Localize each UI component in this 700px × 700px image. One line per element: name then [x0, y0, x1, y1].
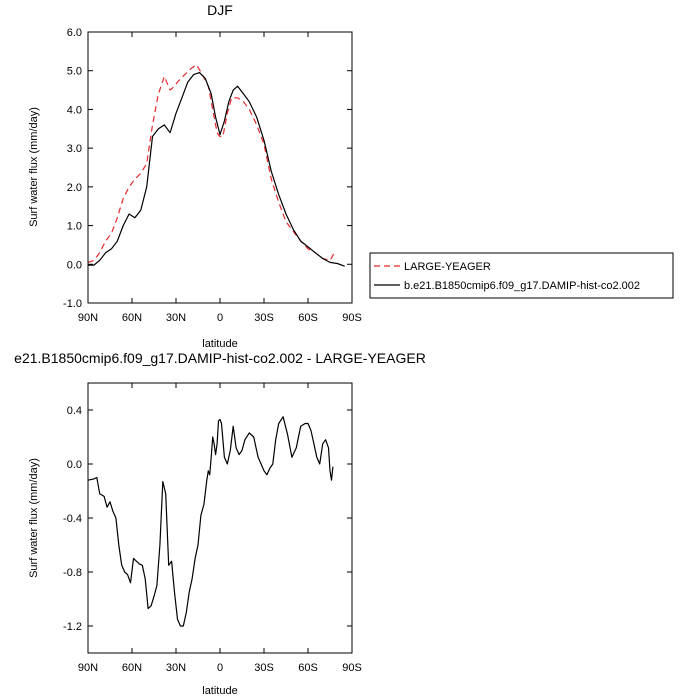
series-line-b-e21-b1850cmip6-f09-g17-damip-hist-co2-002 — [88, 71, 345, 267]
bottom-series-layer — [87, 416, 334, 627]
top-y-axis-title: Surf water flux (mm/day) — [28, 107, 40, 227]
y-tick-label: -0.4 — [63, 513, 82, 525]
top-y-ticks: -1.0 0.0 1.0 2.0 3.0 4.0 5.0 6.0 — [63, 27, 352, 310]
legend-label-large-yeager: LARGE-YEAGER — [404, 261, 491, 273]
y-tick-label: 0.0 — [67, 259, 82, 271]
top-plot-frame — [87, 31, 353, 304]
y-tick-label: 1.0 — [67, 221, 82, 233]
top-x-ticks: 90N 60N 30N 0 30S 60S 90S — [78, 32, 362, 324]
top-chart-title: DJF — [207, 2, 233, 18]
x-tick-label: 30N — [166, 662, 186, 674]
bottom-chart-title: e21.B1850cmip6.f09_g17.DAMIP-hist-co2.00… — [14, 350, 426, 366]
x-tick-label: 60S — [298, 312, 318, 324]
legend: LARGE-YEAGER b.e21.B1850cmip6.f09_g17.DA… — [369, 252, 674, 299]
y-tick-label: 4.0 — [67, 104, 82, 116]
bottom-y-ticks: -1.2 -0.8 -0.4 0.0 0.4 — [63, 405, 352, 633]
x-tick-label: 60N — [122, 312, 142, 324]
x-tick-label: 0 — [217, 312, 223, 324]
bottom-y-axis-title: Surf water flux (mm/day) — [28, 458, 40, 578]
x-tick-label: 30N — [166, 312, 186, 324]
bottom-plot-frame — [87, 382, 353, 654]
x-tick-label: 90N — [78, 662, 98, 674]
top-panel: DJF -1.0 0.0 1.0 2.0 3.0 4.0 5.0 6.0 90N 60N 30N 0… — [28, 2, 362, 350]
bottom-x-ticks: 90N 60N 30N 0 30S 60S 90S — [78, 383, 362, 674]
legend-frame — [369, 252, 674, 299]
x-tick-label: 90S — [342, 312, 362, 324]
x-tick-label: 90N — [78, 312, 98, 324]
top-x-axis-title: latitude — [202, 338, 237, 350]
series-line-difference — [87, 416, 334, 627]
y-tick-label: 6.0 — [67, 27, 82, 39]
y-tick-label: 2.0 — [67, 182, 82, 194]
y-tick-label: -1.2 — [63, 621, 82, 633]
x-tick-label: 30S — [254, 312, 274, 324]
y-tick-label: 0.0 — [67, 459, 82, 471]
bottom-panel: e21.B1850cmip6.f09_g17.DAMIP-hist-co2.00… — [14, 350, 426, 697]
bottom-x-axis-title: latitude — [202, 685, 237, 697]
legend-label-damip: b.e21.B1850cmip6.f09_g17.DAMIP-hist-co2.… — [404, 280, 640, 292]
x-tick-label: 60S — [298, 662, 318, 674]
x-tick-label: 30S — [254, 662, 274, 674]
y-tick-label: -1.0 — [63, 298, 82, 310]
y-tick-label: 5.0 — [67, 66, 82, 78]
y-tick-label: 3.0 — [67, 143, 82, 155]
y-tick-label: -0.8 — [63, 567, 82, 579]
top-series-layer — [87, 64, 345, 267]
y-tick-label: 0.4 — [67, 405, 82, 417]
x-tick-label: 60N — [122, 662, 142, 674]
x-tick-label: 0 — [217, 662, 223, 674]
x-tick-label: 90S — [342, 662, 362, 674]
